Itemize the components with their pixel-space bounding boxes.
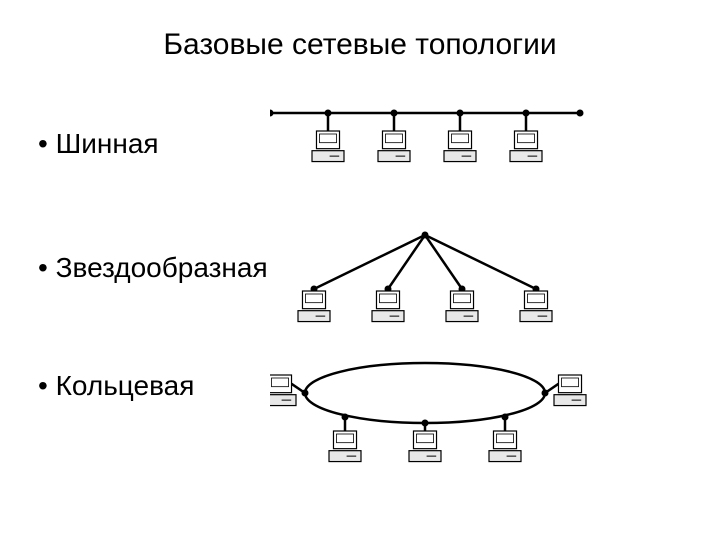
ring-computer-4 <box>489 431 521 462</box>
bus-computer-3 <box>510 131 542 162</box>
topology-diagrams <box>270 105 620 505</box>
ring-computer-1 <box>554 375 586 406</box>
bullet-ring: Кольцевая <box>38 370 194 402</box>
ring-computer-0 <box>270 375 296 406</box>
star-computer-2 <box>446 291 478 322</box>
bus-computer-1 <box>378 131 410 162</box>
bullet-star: Звездообразная <box>38 252 268 284</box>
diagram-area <box>270 105 620 505</box>
star-computer-3 <box>520 291 552 322</box>
bullet-bus: Шинная <box>38 128 159 160</box>
ring-computer-2 <box>329 431 361 462</box>
page-title: Базовые сетевые топологии <box>0 28 720 62</box>
ring-computer-3 <box>409 431 441 462</box>
star-computer-0 <box>298 291 330 322</box>
bus-computer-2 <box>444 131 476 162</box>
bus-computer-0 <box>312 131 344 162</box>
star-computer-1 <box>372 291 404 322</box>
